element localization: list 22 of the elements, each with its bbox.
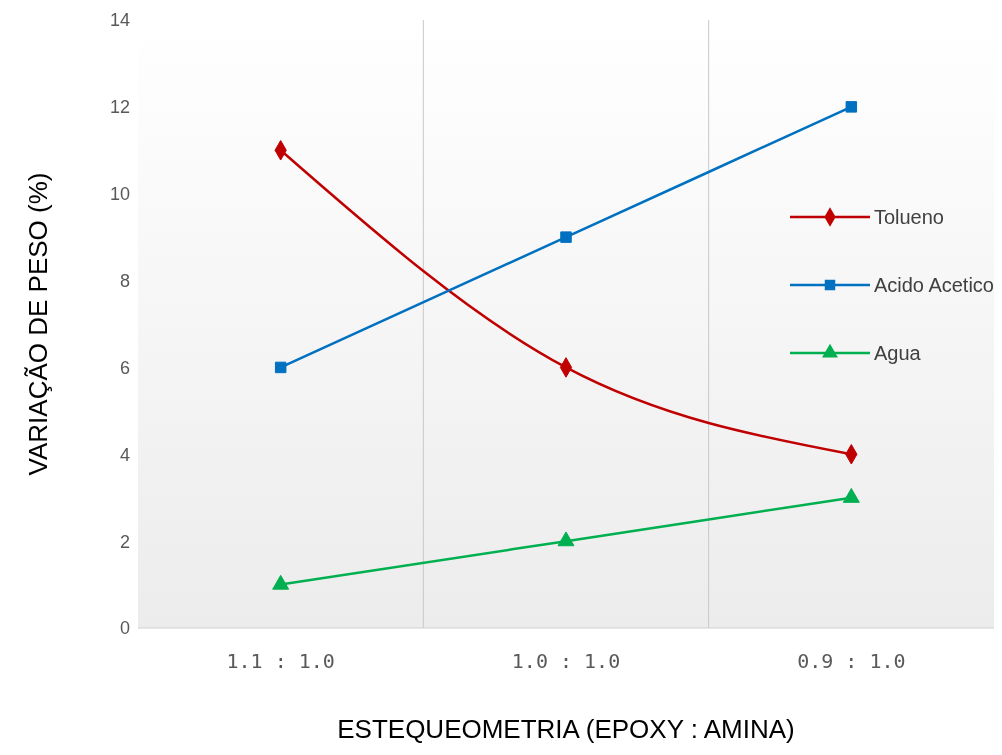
x-tick-label: 1.1 : 1.0 (226, 649, 335, 674)
y-tick-label: 8 (119, 270, 130, 291)
y-tick-label: 14 (109, 10, 130, 31)
x-tick-label: 1.0 : 1.0 (511, 649, 621, 674)
point (272, 574, 290, 590)
point (557, 531, 575, 547)
y-tick-label: 4 (119, 444, 130, 465)
legend-label: Tolueno (873, 205, 944, 229)
x-axis-title: ESTEQUEOMETRIA (EPOXY : AMINA) (337, 714, 795, 744)
point (845, 101, 858, 113)
y-tick-label: 6 (119, 357, 130, 378)
legend-label: Agua (873, 341, 921, 365)
y-tick-label: 10 (109, 184, 130, 205)
point (842, 488, 860, 503)
point (560, 231, 572, 243)
legend-label: Acido Acetico (873, 273, 994, 297)
x-tick-label: 0.9 : 1.0 (797, 649, 906, 674)
y-axis-title: VARIAÇÃO DE PESO (%) (23, 172, 54, 476)
point (274, 361, 287, 374)
y-tick-label: 12 (109, 97, 130, 118)
y-tick-label: 2 (119, 531, 130, 552)
y-tick-label: 0 (119, 618, 130, 639)
